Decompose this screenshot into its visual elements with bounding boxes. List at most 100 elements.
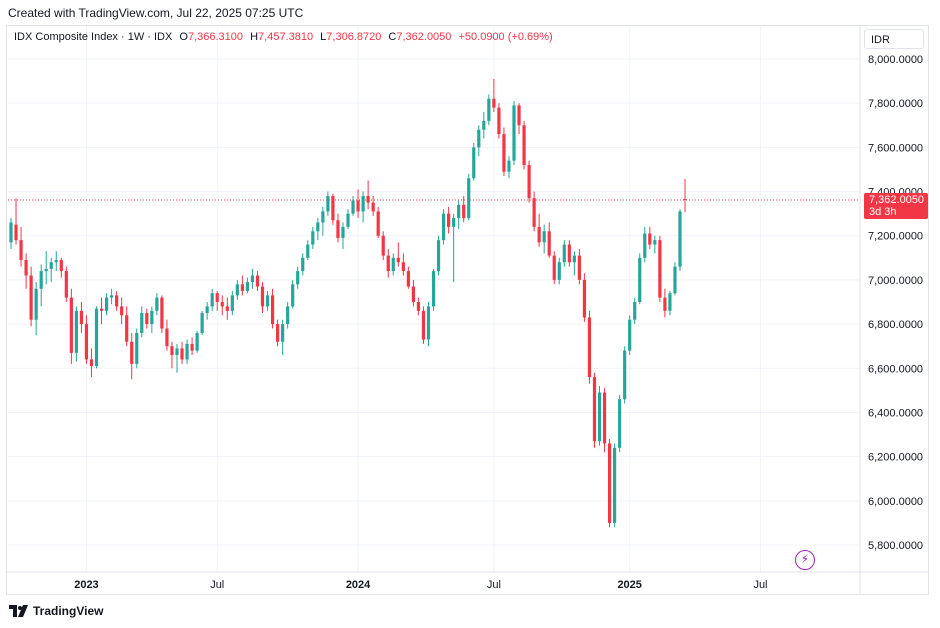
candle-body [668, 293, 672, 311]
candle [270, 288, 275, 329]
candle-body [648, 233, 652, 245]
candle-body [104, 297, 109, 311]
candle [507, 156, 511, 179]
lightning-icon[interactable]: ⚡ [795, 550, 815, 570]
candle [421, 306, 426, 344]
candle [597, 385, 602, 446]
candle [441, 209, 446, 245]
candle-body [39, 271, 43, 289]
candle-body [240, 284, 244, 291]
candle [618, 394, 622, 453]
candle [321, 207, 325, 236]
candle [84, 315, 89, 364]
candle [225, 297, 229, 320]
candle [235, 279, 239, 300]
candle [260, 282, 265, 314]
candle [457, 200, 461, 230]
candle [436, 235, 441, 276]
candle [502, 127, 506, 177]
candle [230, 290, 234, 316]
candle [165, 319, 169, 351]
candle [150, 306, 154, 333]
candle-body [235, 284, 239, 296]
candle-body [447, 213, 451, 227]
candle-body [125, 315, 129, 342]
candle-body [507, 160, 511, 172]
y-tick-label: 5,800.0000 [868, 540, 923, 552]
candle [426, 302, 431, 347]
candle [386, 248, 390, 278]
candle-body [492, 98, 496, 108]
candle-body [79, 310, 84, 325]
candle-body [517, 105, 521, 126]
candle [265, 290, 270, 311]
legend-change: +50.0900 (+0.69%) [458, 31, 553, 43]
candle-body [265, 295, 270, 307]
candle-body [502, 134, 506, 172]
candle [160, 295, 164, 333]
candle [19, 226, 23, 267]
candle [255, 271, 260, 291]
candle [175, 343, 179, 373]
candle [331, 193, 335, 225]
candle-body [416, 302, 421, 311]
candle-body [311, 231, 315, 245]
candle [316, 218, 320, 241]
candle [275, 319, 280, 347]
candle [74, 306, 78, 362]
currency-button[interactable]: IDR [864, 29, 924, 49]
candle-body [472, 147, 476, 179]
candle-body [396, 257, 400, 263]
candle-body [482, 120, 486, 130]
last-price: 7,362.0050 [869, 194, 925, 206]
candle [602, 388, 607, 453]
candle-body [260, 286, 265, 307]
candle [416, 297, 421, 316]
candle [220, 295, 224, 316]
candle [406, 266, 410, 289]
candle-body [225, 306, 229, 311]
candle-body [220, 302, 224, 307]
candle-body [281, 324, 285, 342]
candle [572, 251, 576, 276]
candle-body [130, 341, 134, 364]
candle-body [607, 443, 612, 523]
candle [653, 235, 657, 254]
candle [356, 189, 360, 219]
candle [39, 264, 43, 307]
chart-frame [6, 25, 929, 595]
candle-body [613, 447, 617, 523]
x-tick-label: Jul [487, 579, 501, 591]
candle-body [376, 211, 380, 236]
candle-body [200, 313, 204, 333]
candle-body [140, 313, 144, 333]
candle [286, 302, 290, 329]
candle-body [452, 218, 456, 227]
candle [396, 242, 400, 267]
candle [552, 251, 556, 285]
candle-body [421, 310, 426, 340]
legend-open-label: O [179, 31, 188, 43]
candle [215, 290, 219, 311]
candle [190, 337, 194, 356]
candle-body [64, 271, 68, 298]
candle-body [306, 244, 310, 258]
candle [29, 266, 33, 327]
candle [482, 112, 486, 139]
x-axis-labels: 2023 Jul 2024 Jul 2025 Jul [74, 579, 767, 591]
candle [24, 253, 28, 289]
legend-low: 7,306.8720 [326, 31, 382, 43]
candle [195, 330, 199, 353]
candle [240, 275, 244, 296]
candle-body [477, 129, 481, 148]
x-tick-label: Jul [753, 579, 767, 591]
legend-low-label: L [320, 31, 327, 43]
candle-body [351, 200, 355, 214]
candle-body [94, 308, 99, 367]
candle [366, 180, 370, 210]
candle [361, 191, 365, 223]
candle-body [160, 297, 164, 329]
candle-body [255, 275, 260, 287]
candle [69, 288, 73, 364]
